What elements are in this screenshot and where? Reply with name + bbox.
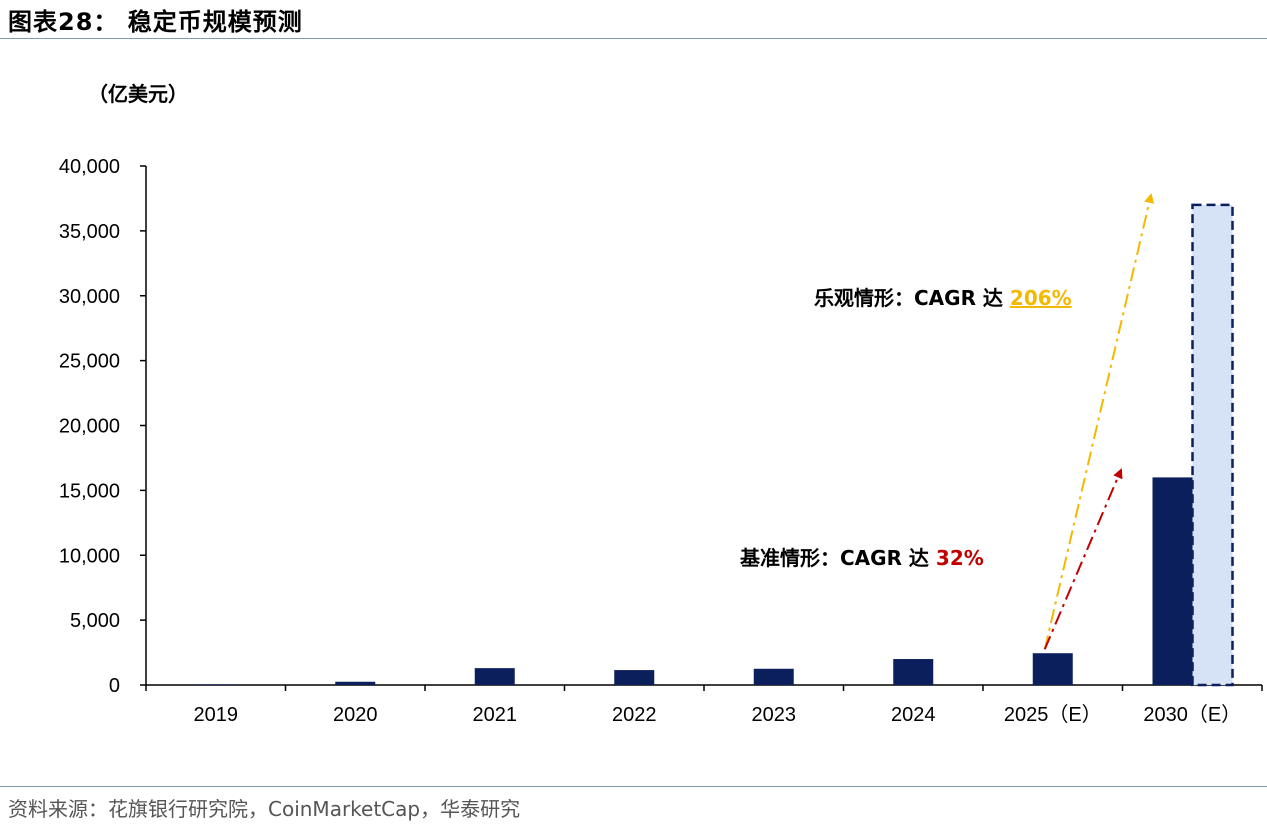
- x-tick-label: 2022: [612, 704, 657, 726]
- optimistic-cagr: 206%: [1010, 286, 1072, 310]
- y-tick-label: 25,000: [59, 351, 120, 373]
- header: 图表28： 稳定币规模预测: [0, 0, 1267, 40]
- bar-base: [753, 668, 794, 685]
- bar-base: [1152, 477, 1193, 685]
- y-tick-label: 5,000: [70, 610, 120, 632]
- annotations: 乐观情形：CAGR 达 206% 基准情形：CAGR 达 32%: [740, 193, 1155, 650]
- x-tick-label: 2024: [891, 704, 936, 726]
- base-cagr: 32%: [936, 546, 984, 570]
- base-arrow: [1043, 468, 1123, 650]
- y-axis: 0 5,000 10,000 15,000 20,000 25,000 30,000 35,0…: [59, 156, 147, 697]
- base-prefix: 基准情形：CAGR 达: [740, 546, 936, 570]
- x-tick-label: 2021: [473, 704, 518, 726]
- y-tick-label: 40,000: [59, 156, 120, 178]
- optimistic-annotation: 乐观情形：CAGR 达 206%: [814, 286, 1072, 310]
- y-tick-label: 15,000: [59, 480, 120, 502]
- x-tick-label: 2019: [194, 704, 239, 726]
- bar-base: [614, 670, 655, 685]
- bar-optimistic: [1191, 203, 1234, 687]
- bar-base: [1032, 653, 1073, 685]
- x-axis: 2019 2020 2021 2022 2023 2024 2025（E） 2030（E）: [145, 684, 1263, 726]
- y-tick-label: 0: [109, 675, 120, 697]
- y-tick-label: 10,000: [59, 545, 120, 567]
- unit-label: （亿美元）: [88, 82, 188, 106]
- source-note: 资料来源：花旗银行研究院，CoinMarketCap，华泰研究: [8, 797, 521, 821]
- stablecoin-bar-chart: 0 5,000 10,000 15,000 20,000 25,000 30,000 35,0…: [59, 156, 1263, 726]
- bar-base: [893, 659, 934, 685]
- optimistic-arrow: [1043, 193, 1155, 650]
- bar-base: [474, 668, 515, 685]
- x-tick-label: 2020: [333, 704, 378, 726]
- figure-title: 图表28： 稳定币规模预测: [8, 8, 303, 36]
- bar-base: [335, 681, 376, 685]
- bars: [195, 203, 1234, 687]
- footer-rule: [0, 786, 1267, 787]
- bar-base: [195, 684, 236, 685]
- optimistic-prefix: 乐观情形：CAGR 达: [814, 286, 1010, 310]
- header-rule: [0, 38, 1267, 39]
- y-tick-label: 20,000: [59, 416, 120, 438]
- y-tick-label: 30,000: [59, 286, 120, 308]
- x-tick-label: 2023: [752, 704, 797, 726]
- y-tick-label: 35,000: [59, 221, 120, 243]
- x-tick-label: 2030（E）: [1143, 703, 1241, 726]
- base-annotation: 基准情形：CAGR 达 32%: [740, 546, 984, 570]
- x-tick-label: 2025（E）: [1004, 703, 1102, 726]
